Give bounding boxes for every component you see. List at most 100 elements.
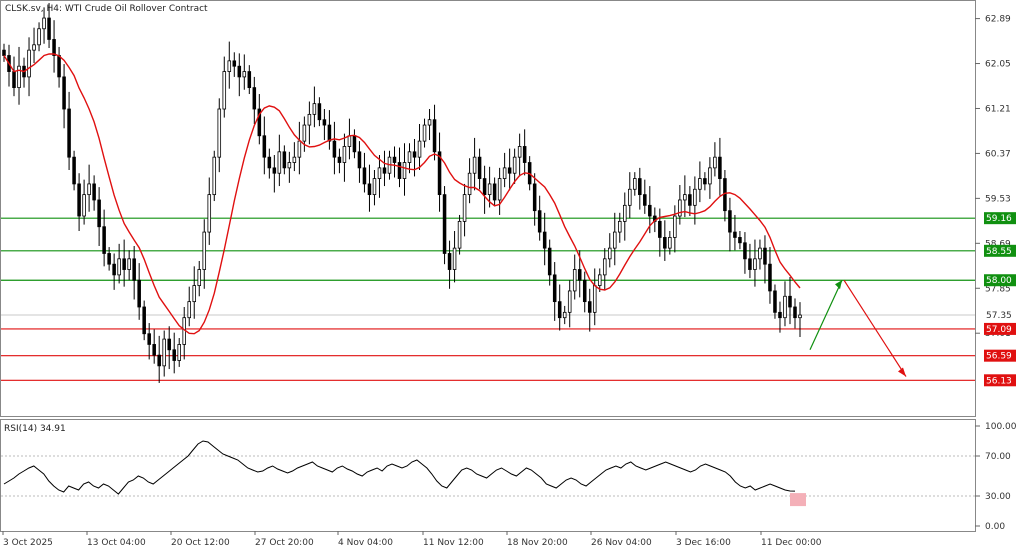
candle-body xyxy=(537,210,542,233)
candle-body xyxy=(172,349,176,361)
candle-body xyxy=(592,285,597,313)
candle-body xyxy=(232,60,237,67)
time-tick-label: 11 Dec 00:00 xyxy=(761,538,822,548)
candle-body xyxy=(152,344,156,356)
candle-body xyxy=(287,162,292,169)
candle-body xyxy=(502,167,507,179)
level-label: 56.13 xyxy=(986,376,1012,386)
candle-body xyxy=(92,183,96,201)
candle-body xyxy=(107,253,111,265)
candle-body xyxy=(713,156,717,169)
candle-body xyxy=(442,194,447,254)
candle-body xyxy=(743,242,747,260)
candle-body xyxy=(678,199,682,217)
arrow-up xyxy=(809,279,843,351)
candle-body xyxy=(763,247,767,265)
arrow-down xyxy=(843,279,907,377)
candle-body xyxy=(132,258,136,281)
projection-arrows xyxy=(809,279,907,377)
candle-body xyxy=(292,156,297,163)
candle-body xyxy=(167,338,171,351)
level-badge xyxy=(984,244,1016,257)
candle-body xyxy=(207,194,212,233)
candle-body xyxy=(77,183,81,217)
candle-body xyxy=(452,247,457,270)
candle-body xyxy=(162,338,166,367)
candle-body xyxy=(547,247,552,276)
candle-body xyxy=(703,178,707,185)
candle-body xyxy=(257,108,262,137)
candle-body xyxy=(212,156,217,196)
candle-body xyxy=(122,258,126,270)
price-tick-label: 62.89 xyxy=(985,15,1011,25)
time-tick-label: 26 Nov 04:00 xyxy=(591,538,652,548)
candle-body xyxy=(507,167,512,174)
candle-body xyxy=(532,183,537,212)
candle-body xyxy=(587,301,592,313)
candle-body xyxy=(577,269,582,281)
candle-body xyxy=(783,295,787,319)
candle-body xyxy=(612,231,617,249)
candle-body xyxy=(467,172,472,196)
candle-body xyxy=(342,146,347,163)
time-axis: 3 Oct 2025 13 Oct 04:00 20 Oct 12:00 27 Oct… xyxy=(2,531,822,548)
candle-body xyxy=(748,258,752,270)
candle-body xyxy=(402,162,407,179)
candle-body xyxy=(47,17,51,40)
candle-body xyxy=(773,290,777,313)
candle-body xyxy=(668,237,672,249)
candle-body xyxy=(492,183,497,201)
candle-body xyxy=(312,103,317,115)
time-tick-label: 11 Nov 12:00 xyxy=(423,538,484,548)
candle-body xyxy=(638,178,642,196)
candle-body xyxy=(267,156,272,169)
candle-body xyxy=(623,204,627,222)
candle-body xyxy=(127,258,131,270)
candle-body xyxy=(52,39,56,56)
candle-body xyxy=(582,279,587,303)
candle-body xyxy=(768,263,772,292)
candle-body xyxy=(142,306,146,335)
candle-body xyxy=(683,194,687,201)
candle-body xyxy=(347,135,352,147)
candle-body xyxy=(658,220,662,238)
candle-body xyxy=(277,151,282,174)
candle-body xyxy=(618,220,622,233)
candle-body xyxy=(202,231,207,270)
candle-body xyxy=(157,354,161,367)
candle-body xyxy=(377,167,382,179)
candle-body xyxy=(778,311,782,319)
candle-body xyxy=(457,220,462,249)
candle-body xyxy=(337,156,342,163)
rsi-panel-frame xyxy=(0,419,976,532)
candle-body xyxy=(633,178,637,190)
candle-body xyxy=(708,167,712,185)
rsi-label: RSI(14) 34.91 xyxy=(4,424,66,434)
candle-body xyxy=(382,167,387,174)
level-badge xyxy=(984,212,1016,225)
rsi-tick-label: 70.00 xyxy=(985,452,1011,462)
candle-body xyxy=(227,60,232,72)
candle-body xyxy=(317,103,322,121)
candle-body xyxy=(72,156,76,185)
price-tick-label: 60.37 xyxy=(985,149,1011,159)
candlesticks xyxy=(2,3,802,383)
candle-body xyxy=(222,71,227,110)
candle-body xyxy=(432,119,437,153)
candle-body xyxy=(628,188,632,206)
candle-body xyxy=(437,151,442,196)
candle-body xyxy=(187,301,192,319)
candle-body xyxy=(297,140,302,158)
candle-body xyxy=(217,108,222,158)
rsi-tick-label: 30.00 xyxy=(985,492,1011,502)
rsi-indicator: 100.00 70.00 30.00 0.00 xyxy=(1,422,1017,532)
candle-body xyxy=(87,183,91,196)
candle-body xyxy=(738,237,742,244)
candle-body xyxy=(177,344,181,361)
price-tick-label: 62.05 xyxy=(985,60,1011,70)
candle-body xyxy=(82,194,86,217)
candle-body xyxy=(362,167,367,185)
candle-body xyxy=(693,188,697,206)
candle-body xyxy=(758,247,762,260)
